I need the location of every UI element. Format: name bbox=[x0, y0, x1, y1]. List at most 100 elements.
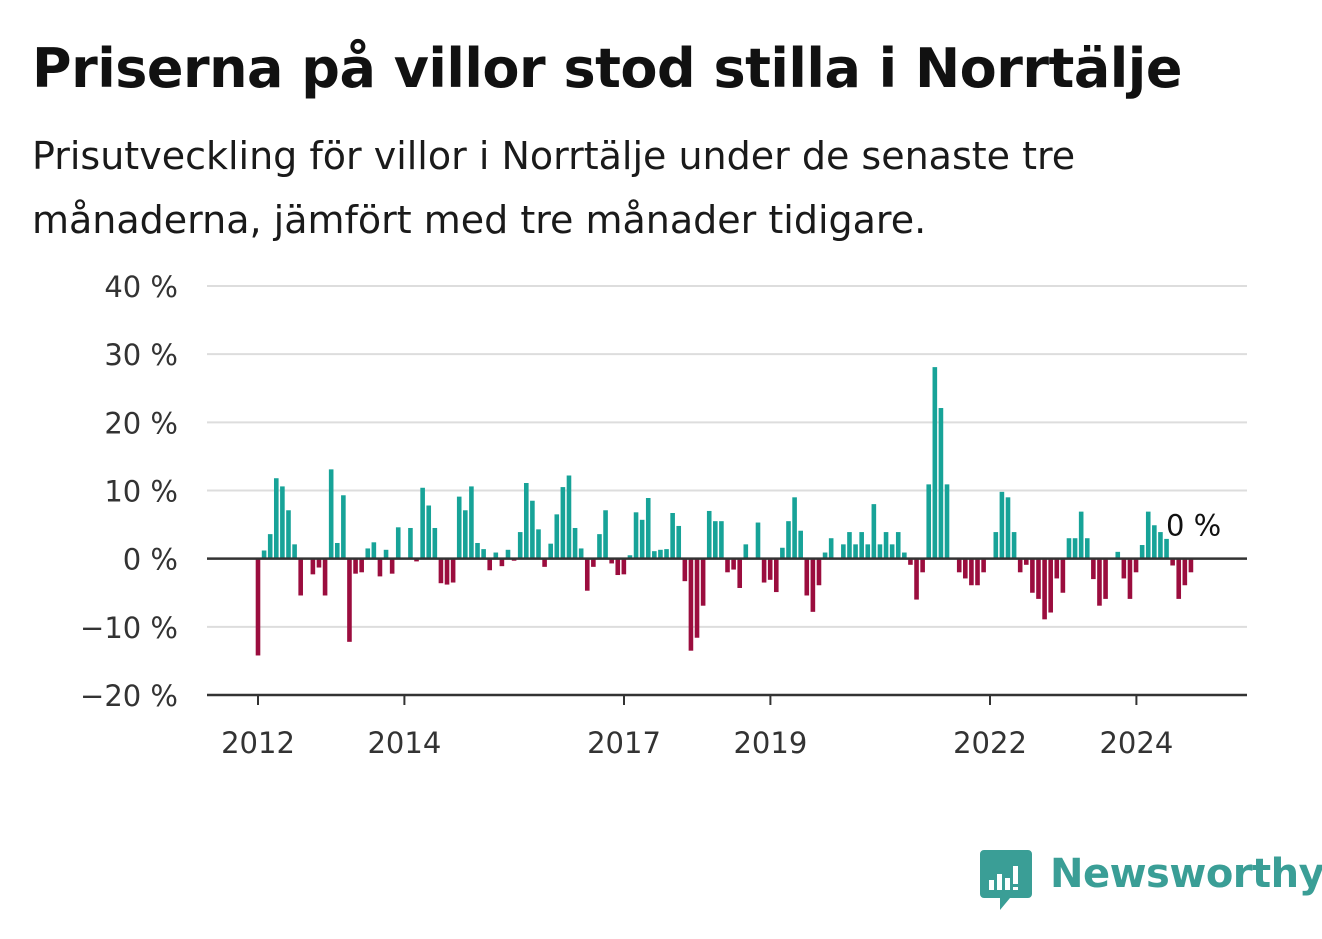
bar bbox=[1060, 558, 1066, 593]
bar bbox=[1042, 558, 1047, 620]
bar bbox=[1017, 558, 1023, 573]
bar bbox=[316, 558, 322, 568]
bar bbox=[408, 527, 413, 559]
bar bbox=[969, 558, 974, 586]
bar bbox=[652, 551, 657, 559]
bar bbox=[493, 552, 499, 559]
bars bbox=[255, 367, 1194, 656]
bar bbox=[267, 534, 273, 559]
bar bbox=[981, 558, 986, 573]
bar bbox=[530, 500, 535, 559]
bar bbox=[1054, 558, 1060, 579]
bar bbox=[859, 532, 864, 559]
bar bbox=[743, 544, 749, 559]
y-tick-label: 0 % bbox=[123, 543, 178, 577]
bar bbox=[767, 558, 773, 580]
bar bbox=[731, 558, 736, 570]
bar bbox=[566, 475, 572, 559]
bar bbox=[926, 484, 932, 559]
bar bbox=[1170, 558, 1175, 566]
bar bbox=[658, 549, 663, 559]
bar bbox=[469, 486, 474, 559]
newsworthy-logo: Newsworthy bbox=[980, 846, 1322, 912]
chart-title: Priserna på villor stod stilla i Norrtäl… bbox=[32, 37, 1182, 100]
bar bbox=[1127, 558, 1133, 599]
bar bbox=[914, 558, 919, 600]
bar bbox=[347, 558, 352, 642]
bar bbox=[1011, 532, 1017, 559]
bar bbox=[676, 525, 682, 559]
bar bbox=[584, 558, 590, 591]
bar bbox=[371, 542, 377, 559]
bar bbox=[786, 521, 791, 559]
bar bbox=[755, 522, 761, 559]
bar bbox=[713, 521, 718, 559]
bar bbox=[359, 558, 364, 573]
bar bbox=[810, 558, 816, 612]
bar bbox=[828, 538, 834, 559]
bar bbox=[719, 521, 724, 559]
bar bbox=[475, 542, 480, 559]
x-tick-label: 2017 bbox=[587, 726, 661, 760]
y-tick-label: −20 % bbox=[80, 679, 178, 713]
bar bbox=[444, 558, 450, 585]
bar bbox=[645, 498, 651, 559]
y-tick-label: 10 % bbox=[104, 475, 178, 509]
bar bbox=[1097, 558, 1102, 606]
bar bbox=[389, 558, 395, 574]
bar bbox=[1023, 558, 1029, 565]
y-tick-label: 20 % bbox=[104, 406, 178, 440]
bar bbox=[932, 367, 938, 559]
bar bbox=[292, 544, 297, 559]
y-tick-label: 40 % bbox=[104, 270, 178, 304]
bar bbox=[322, 558, 328, 596]
bar bbox=[798, 530, 803, 559]
bar bbox=[664, 549, 669, 559]
bar bbox=[999, 491, 1005, 559]
bar bbox=[487, 558, 493, 571]
axes bbox=[207, 557, 1247, 697]
bar bbox=[499, 558, 505, 567]
last-value-label: 0 % bbox=[1166, 508, 1221, 542]
bar bbox=[804, 558, 810, 596]
bar bbox=[816, 558, 822, 586]
y-tick-label: −10 % bbox=[80, 611, 178, 645]
bar bbox=[1091, 558, 1096, 580]
bar bbox=[273, 478, 279, 559]
bar bbox=[310, 558, 316, 575]
bar bbox=[414, 558, 419, 562]
bar bbox=[853, 544, 858, 559]
bar bbox=[365, 548, 371, 559]
bar bbox=[700, 558, 706, 606]
bar bbox=[1158, 532, 1163, 559]
bar bbox=[1164, 538, 1169, 559]
bar bbox=[463, 510, 468, 559]
bar bbox=[536, 529, 541, 559]
bar bbox=[737, 558, 743, 588]
chart-subtitle: Prisutveckling för villor i Norrtälje un… bbox=[32, 134, 1076, 242]
bar bbox=[688, 558, 694, 651]
x-tick-label: 2022 bbox=[953, 726, 1027, 760]
bar bbox=[773, 558, 779, 593]
bar bbox=[1121, 558, 1127, 579]
gridlines bbox=[207, 285, 1247, 628]
bar bbox=[621, 558, 627, 575]
bar bbox=[280, 486, 285, 559]
bar bbox=[1176, 558, 1182, 599]
bar bbox=[761, 558, 767, 583]
bar bbox=[1188, 558, 1194, 573]
bar bbox=[1115, 551, 1121, 559]
bar bbox=[603, 510, 608, 559]
bar bbox=[438, 558, 444, 584]
bar bbox=[883, 532, 889, 559]
bar bbox=[1145, 511, 1151, 559]
bar bbox=[694, 558, 700, 638]
bar bbox=[877, 544, 883, 559]
bar bbox=[1139, 545, 1145, 559]
bar bbox=[670, 513, 675, 559]
bar bbox=[523, 483, 529, 559]
bar bbox=[682, 558, 688, 582]
bar bbox=[456, 496, 462, 559]
bar bbox=[377, 558, 383, 577]
bar bbox=[1030, 558, 1035, 593]
